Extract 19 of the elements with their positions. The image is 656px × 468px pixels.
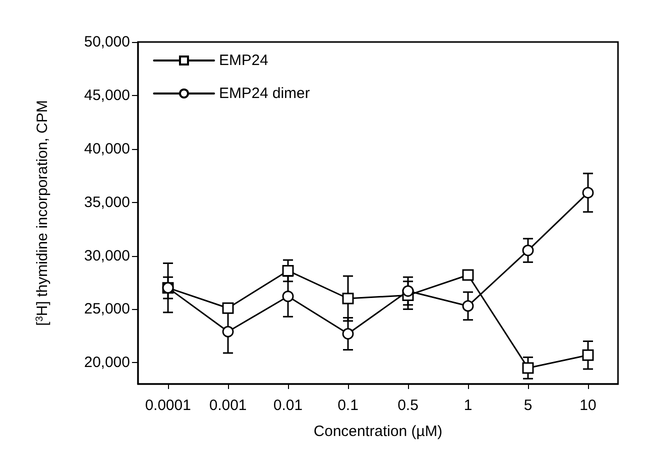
y-tick-label: 45,000 — [84, 86, 130, 104]
x-tick-label: 0.1 — [338, 397, 358, 414]
x-tick-label: 10 — [580, 397, 596, 414]
y-tick-label: 25,000 — [84, 300, 130, 318]
y-tick-label: 40,000 — [84, 140, 130, 158]
x-tick-label: 1 — [464, 397, 472, 414]
x-axis-title: Concentration (µM) — [314, 423, 442, 440]
x-tick-label: 0.0001 — [145, 397, 191, 414]
y-tick-label: 20,000 — [84, 354, 130, 372]
y-tick-label: 30,000 — [84, 247, 130, 264]
x-tick-label: 0.01 — [273, 397, 303, 414]
y-tick-label: 35,000 — [84, 194, 130, 211]
x-tick-label: 5 — [524, 397, 532, 414]
y-axis-title: [3H] thymidine incorporation, CPM — [34, 100, 51, 326]
x-tick-label: 0.001 — [209, 397, 247, 414]
legend-label: EMP24 — [219, 52, 268, 69]
legend-label: EMP24 dimer — [219, 85, 310, 102]
y-tick-label: 50,000 — [84, 34, 130, 50]
x-tick-label: 0.5 — [398, 397, 418, 414]
